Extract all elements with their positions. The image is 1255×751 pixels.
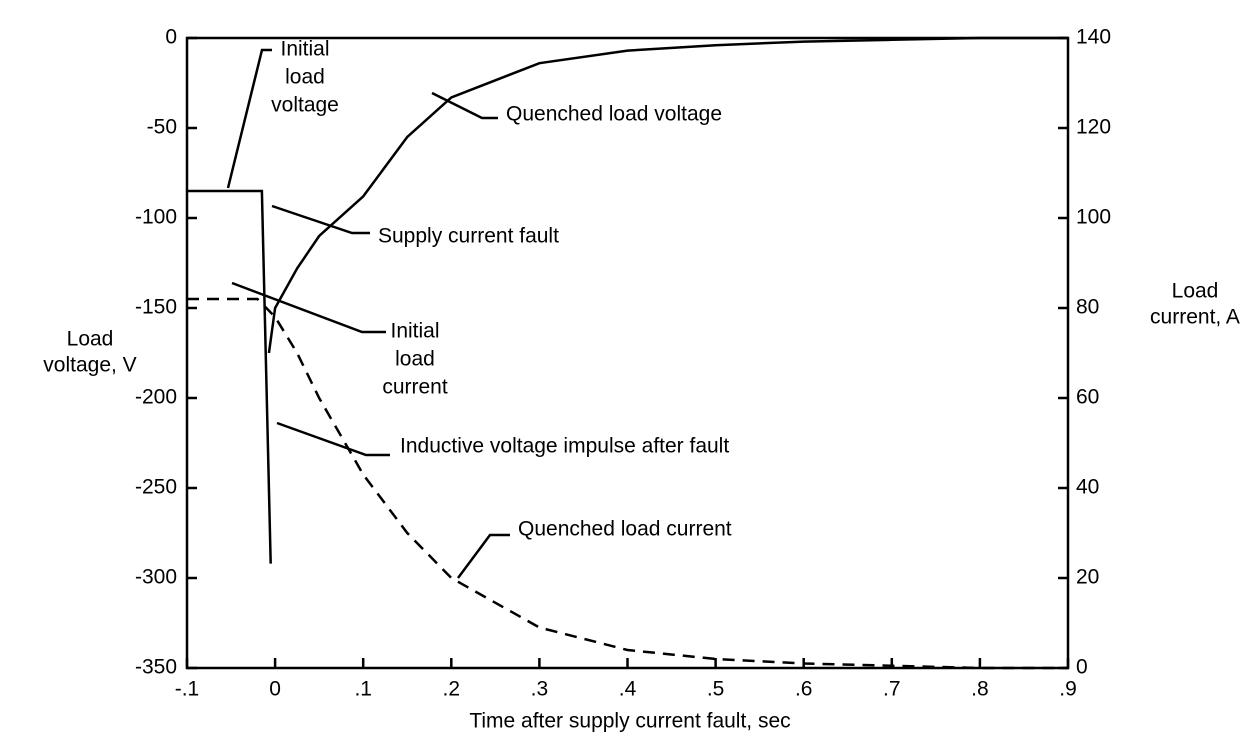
x-tick-label: .8 (971, 678, 989, 701)
y-tick-label: 0 (165, 26, 177, 49)
annotation: Quenched load current (518, 518, 732, 541)
y2-tick-label: 0 (1076, 656, 1088, 679)
x-tick-label: -.1 (175, 678, 200, 701)
y2-tick-label: 60 (1076, 386, 1099, 409)
annotation: Inductive voltage impulse after fault (400, 435, 729, 458)
annotation: current (382, 376, 448, 399)
y2-tick-label: 120 (1076, 116, 1111, 139)
annotation: load (285, 66, 325, 89)
plot-frame (185, 36, 1070, 670)
x-tick-label: .5 (707, 678, 725, 701)
y-tick-label: -150 (135, 296, 177, 319)
y2-tick-label: 20 (1076, 566, 1099, 589)
leader-line (456, 533, 510, 579)
y-tick-label: -300 (135, 566, 177, 589)
x-tick-label: .6 (795, 678, 813, 701)
y-tick-label: -350 (135, 656, 177, 679)
leader-line (226, 48, 272, 189)
data-line (187, 36, 1068, 564)
x-axis-label: Time after supply current fault, sec (469, 710, 790, 733)
y-tick-label: -250 (135, 476, 177, 499)
x-tick-label: .3 (531, 678, 549, 701)
x-tick-label: .2 (443, 678, 461, 701)
y-axis-label: Load (67, 328, 114, 351)
x-tick-label: .9 (1059, 678, 1077, 701)
annotation: load (395, 348, 435, 371)
leader-line (431, 91, 498, 120)
annotation: Initial (390, 320, 439, 343)
annotation: Supply current fault (378, 225, 559, 248)
annotation: voltage (271, 94, 339, 117)
x-tick-label: .7 (883, 678, 901, 701)
y-tick-label: -100 (135, 206, 177, 229)
y-tick-label: -200 (135, 386, 177, 409)
x-tick-label: .4 (619, 678, 637, 701)
annotation: Initial (280, 38, 329, 61)
y2-tick-label: 80 (1076, 296, 1099, 319)
leader-line (231, 281, 386, 334)
y2-tick-label: 40 (1076, 476, 1099, 499)
x-tick-label: .1 (354, 678, 372, 701)
annotation: Quenched load voltage (506, 103, 722, 126)
y-tick-label: -50 (147, 116, 177, 139)
leader-line (271, 204, 370, 235)
y2-axis-label: Load (1172, 280, 1219, 303)
leader-line (276, 421, 390, 457)
y2-tick-label: 140 (1076, 26, 1111, 49)
y2-axis-label: current, A (1150, 306, 1240, 329)
x-tick-label: 0 (269, 678, 281, 701)
y-axis-label: voltage, V (43, 354, 136, 377)
data-line (187, 297, 1068, 670)
y2-tick-label: 100 (1076, 206, 1111, 229)
